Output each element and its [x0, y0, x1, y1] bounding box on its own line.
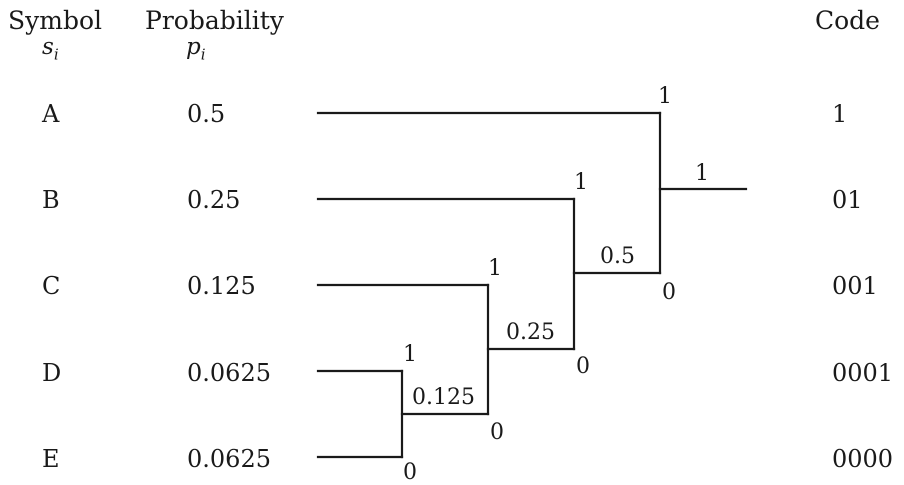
- code-cell: 01: [832, 186, 863, 214]
- branch-label-0: 0: [662, 280, 676, 305]
- sum-label-05: 0.5: [600, 244, 635, 269]
- probability-cell: 0.0625: [187, 445, 271, 473]
- probability-subheader: pi: [186, 36, 206, 63]
- symbol-cell: E: [42, 445, 60, 473]
- probability-cell: 0.125: [187, 272, 256, 300]
- symbol-cell: A: [42, 100, 60, 128]
- code-cell: 001: [832, 272, 878, 300]
- branch-label-1: 1: [658, 84, 672, 109]
- probability-cell: 0.0625: [187, 359, 271, 387]
- code-cell: 1: [832, 100, 848, 128]
- symbol-cell: C: [42, 272, 61, 300]
- probability-cell: 0.5: [187, 100, 226, 128]
- sum-label-0125: 0.125: [412, 385, 475, 410]
- probability-cell: 0.25: [187, 186, 241, 214]
- sum-label-1: 1: [695, 161, 709, 186]
- symbol-subheader-index: i: [53, 45, 59, 64]
- sum-label-025: 0.25: [506, 320, 555, 345]
- symbol-header: Symbol: [8, 6, 103, 35]
- branch-label-0: 0: [403, 460, 417, 485]
- symbol-subheader-letter: s: [42, 34, 54, 60]
- branch-label-0: 0: [576, 354, 590, 379]
- symbol-cell: B: [42, 186, 60, 214]
- symbol-cell: D: [42, 359, 62, 387]
- code-header: Code: [815, 6, 880, 35]
- branch-label-1: 1: [574, 170, 588, 195]
- branch-label-1: 1: [403, 342, 417, 367]
- code-cell: 0000: [832, 445, 894, 473]
- probability-header: Probability: [145, 6, 284, 35]
- branch-label-0: 0: [490, 420, 504, 445]
- probability-subheader-index: i: [200, 45, 206, 64]
- probability-subheader-letter: p: [186, 34, 201, 60]
- branch-label-1: 1: [488, 256, 502, 281]
- code-cell: 0001: [832, 359, 894, 387]
- symbol-subheader: si: [42, 36, 59, 63]
